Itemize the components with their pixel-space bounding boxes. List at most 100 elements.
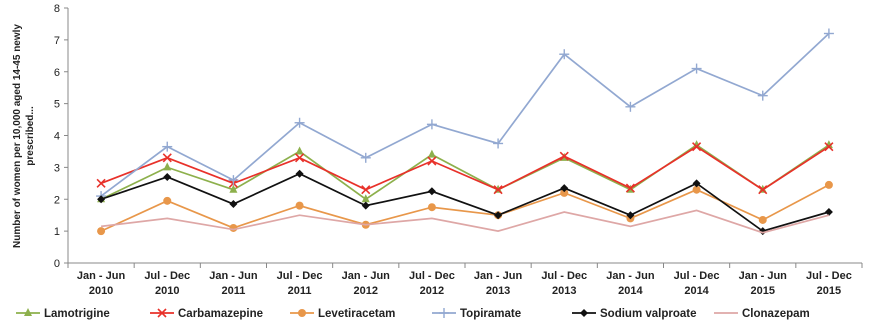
x-tick-label-year: 2012: [354, 285, 378, 297]
series-clonazepam: [100, 209, 830, 234]
legend-swatch-marker-stroke: [157, 308, 167, 318]
series-topiramate: [96, 28, 834, 202]
data-point-topiramate: [493, 138, 504, 149]
data-point-carbamazepine: [625, 183, 635, 193]
data-point-levetiracetam: [692, 185, 701, 194]
y-tick-label: 1: [54, 226, 60, 238]
legend-swatch-marker: [439, 308, 449, 318]
x-tick-label: Jan - Jun: [606, 270, 655, 282]
data-point-sodium-valproate: [427, 187, 436, 196]
x-tick-label-year: 2013: [486, 285, 510, 297]
y-axis-label: Number of women per 10,000 aged 14-45 ne…: [12, 24, 36, 248]
data-point-carbamazepine-stroke: [824, 142, 834, 152]
data-point-topiramate: [360, 152, 371, 163]
series-line-levetiracetam: [100, 184, 830, 232]
data-point-levetiracetam: [824, 180, 833, 189]
data-point-carbamazepine: [824, 142, 834, 152]
series-levetiracetam: [97, 180, 833, 236]
data-point-sodium-valproate: [758, 227, 767, 236]
data-point-sodium-valproate: [295, 169, 304, 178]
x-tick-label: Jul - Dec: [674, 270, 720, 282]
data-point-levetiracetam: [560, 188, 569, 197]
data-point-levetiracetam: [163, 196, 172, 205]
data-point-carbamazepine-stroke: [162, 153, 172, 163]
x-tick-label-year: 2011: [221, 285, 245, 297]
data-point-sodium-valproate: [97, 195, 106, 204]
y-tick-label: 8: [54, 3, 60, 15]
x-tick-label: Jan - Jun: [77, 270, 126, 282]
data-point-carbamazepine-stroke: [692, 142, 702, 152]
legend-label: Clonazepam: [742, 308, 810, 320]
x-tick-label-year: 2014: [684, 285, 709, 297]
data-point-topiramate: [294, 117, 305, 128]
y-tick-label: 5: [54, 99, 60, 111]
y-tick-label: 2: [54, 194, 60, 206]
legend-item-carbamazepine: Carbamazepine: [150, 308, 263, 320]
y-axis-label-line2: prescribed...: [25, 106, 36, 166]
y-tick-label: 3: [54, 162, 60, 174]
y-tick-label: 0: [54, 258, 60, 270]
x-tick-label-year: 2011: [288, 285, 312, 297]
series-layer: [96, 28, 834, 236]
series-line-lamotrigine: [100, 144, 830, 201]
x-tick-label-year: 2012: [420, 285, 444, 297]
x-tick-label-year: 2010: [155, 285, 179, 297]
legend-item-clonazepam: Clonazepam: [714, 308, 810, 320]
x-tick-label-year: 2015: [751, 285, 775, 297]
data-point-topiramate: [757, 90, 768, 101]
legend-item-sodium-valproate: Sodium valproate: [572, 308, 697, 320]
data-point-carbamazepine-stroke: [295, 153, 305, 163]
x-tick-label: Jan - Jun: [474, 270, 523, 282]
data-point-carbamazepine-stroke: [758, 185, 768, 195]
legend-label: Topiramate: [460, 308, 521, 320]
data-point-carbamazepine: [162, 153, 172, 163]
data-point-lamotrigine: [692, 140, 701, 149]
legend-swatch-marker: [24, 308, 32, 316]
data-point-carbamazepine: [96, 178, 106, 188]
x-tick-label: Jan - Jun: [209, 270, 258, 282]
data-point-levetiracetam: [97, 227, 106, 236]
data-point-carbamazepine: [758, 185, 768, 195]
y-axis-label-line1: Number of women per 10,000 aged 14-45 ne…: [12, 24, 23, 248]
legend-item-lamotrigine: Lamotrigine: [16, 308, 110, 320]
data-point-sodium-valproate: [692, 179, 701, 188]
legend: Lamotrigine Carbamazepine Levetiracetam Top…: [16, 308, 810, 320]
series-line-clonazepam: [100, 209, 830, 234]
data-point-carbamazepine-stroke: [96, 178, 106, 188]
data-point-levetiracetam: [427, 203, 436, 212]
x-tick-label: Jul - Dec: [409, 270, 455, 282]
data-point-lamotrigine: [295, 146, 304, 155]
data-point-levetiracetam: [229, 223, 238, 232]
data-point-lamotrigine: [361, 194, 370, 203]
data-point-sodium-valproate: [626, 211, 635, 220]
data-point-sodium-valproate: [229, 200, 238, 209]
data-point-topiramate: [625, 101, 636, 112]
legend-swatch-marker: [298, 309, 306, 317]
x-tick-label: Jan - Jun: [739, 270, 788, 282]
data-point-carbamazepine-stroke: [493, 185, 503, 195]
data-point-carbamazepine: [361, 185, 371, 195]
x-tick-label-year: 2015: [817, 285, 841, 297]
series-line-sodium-valproate: [100, 172, 830, 233]
data-point-topiramate: [426, 119, 437, 130]
y-tick-label: 7: [54, 35, 60, 47]
data-point-sodium-valproate: [163, 172, 172, 181]
legend-swatch-marker: [580, 309, 588, 317]
y-tick-label: 6: [54, 67, 60, 79]
data-point-sodium-valproate: [494, 211, 503, 220]
data-point-carbamazepine: [559, 151, 569, 161]
data-point-carbamazepine-stroke: [427, 156, 437, 166]
axes: 0 1 2 3 4 5 6 7 8 Jan - Jun 2010 Jul - Dec 2010 Jan -…: [54, 3, 863, 297]
data-point-sodium-valproate: [560, 184, 569, 193]
data-point-carbamazepine: [493, 185, 503, 195]
x-tick-label-year: 2010: [89, 285, 113, 297]
x-tick-label: Jul - Dec: [277, 270, 323, 282]
legend-swatch-marker: [157, 308, 167, 318]
x-tick-label: Jul - Dec: [144, 270, 190, 282]
data-point-levetiracetam: [758, 215, 767, 224]
data-point-topiramate: [559, 49, 570, 60]
data-point-sodium-valproate: [824, 208, 833, 216]
data-point-lamotrigine: [427, 149, 436, 158]
